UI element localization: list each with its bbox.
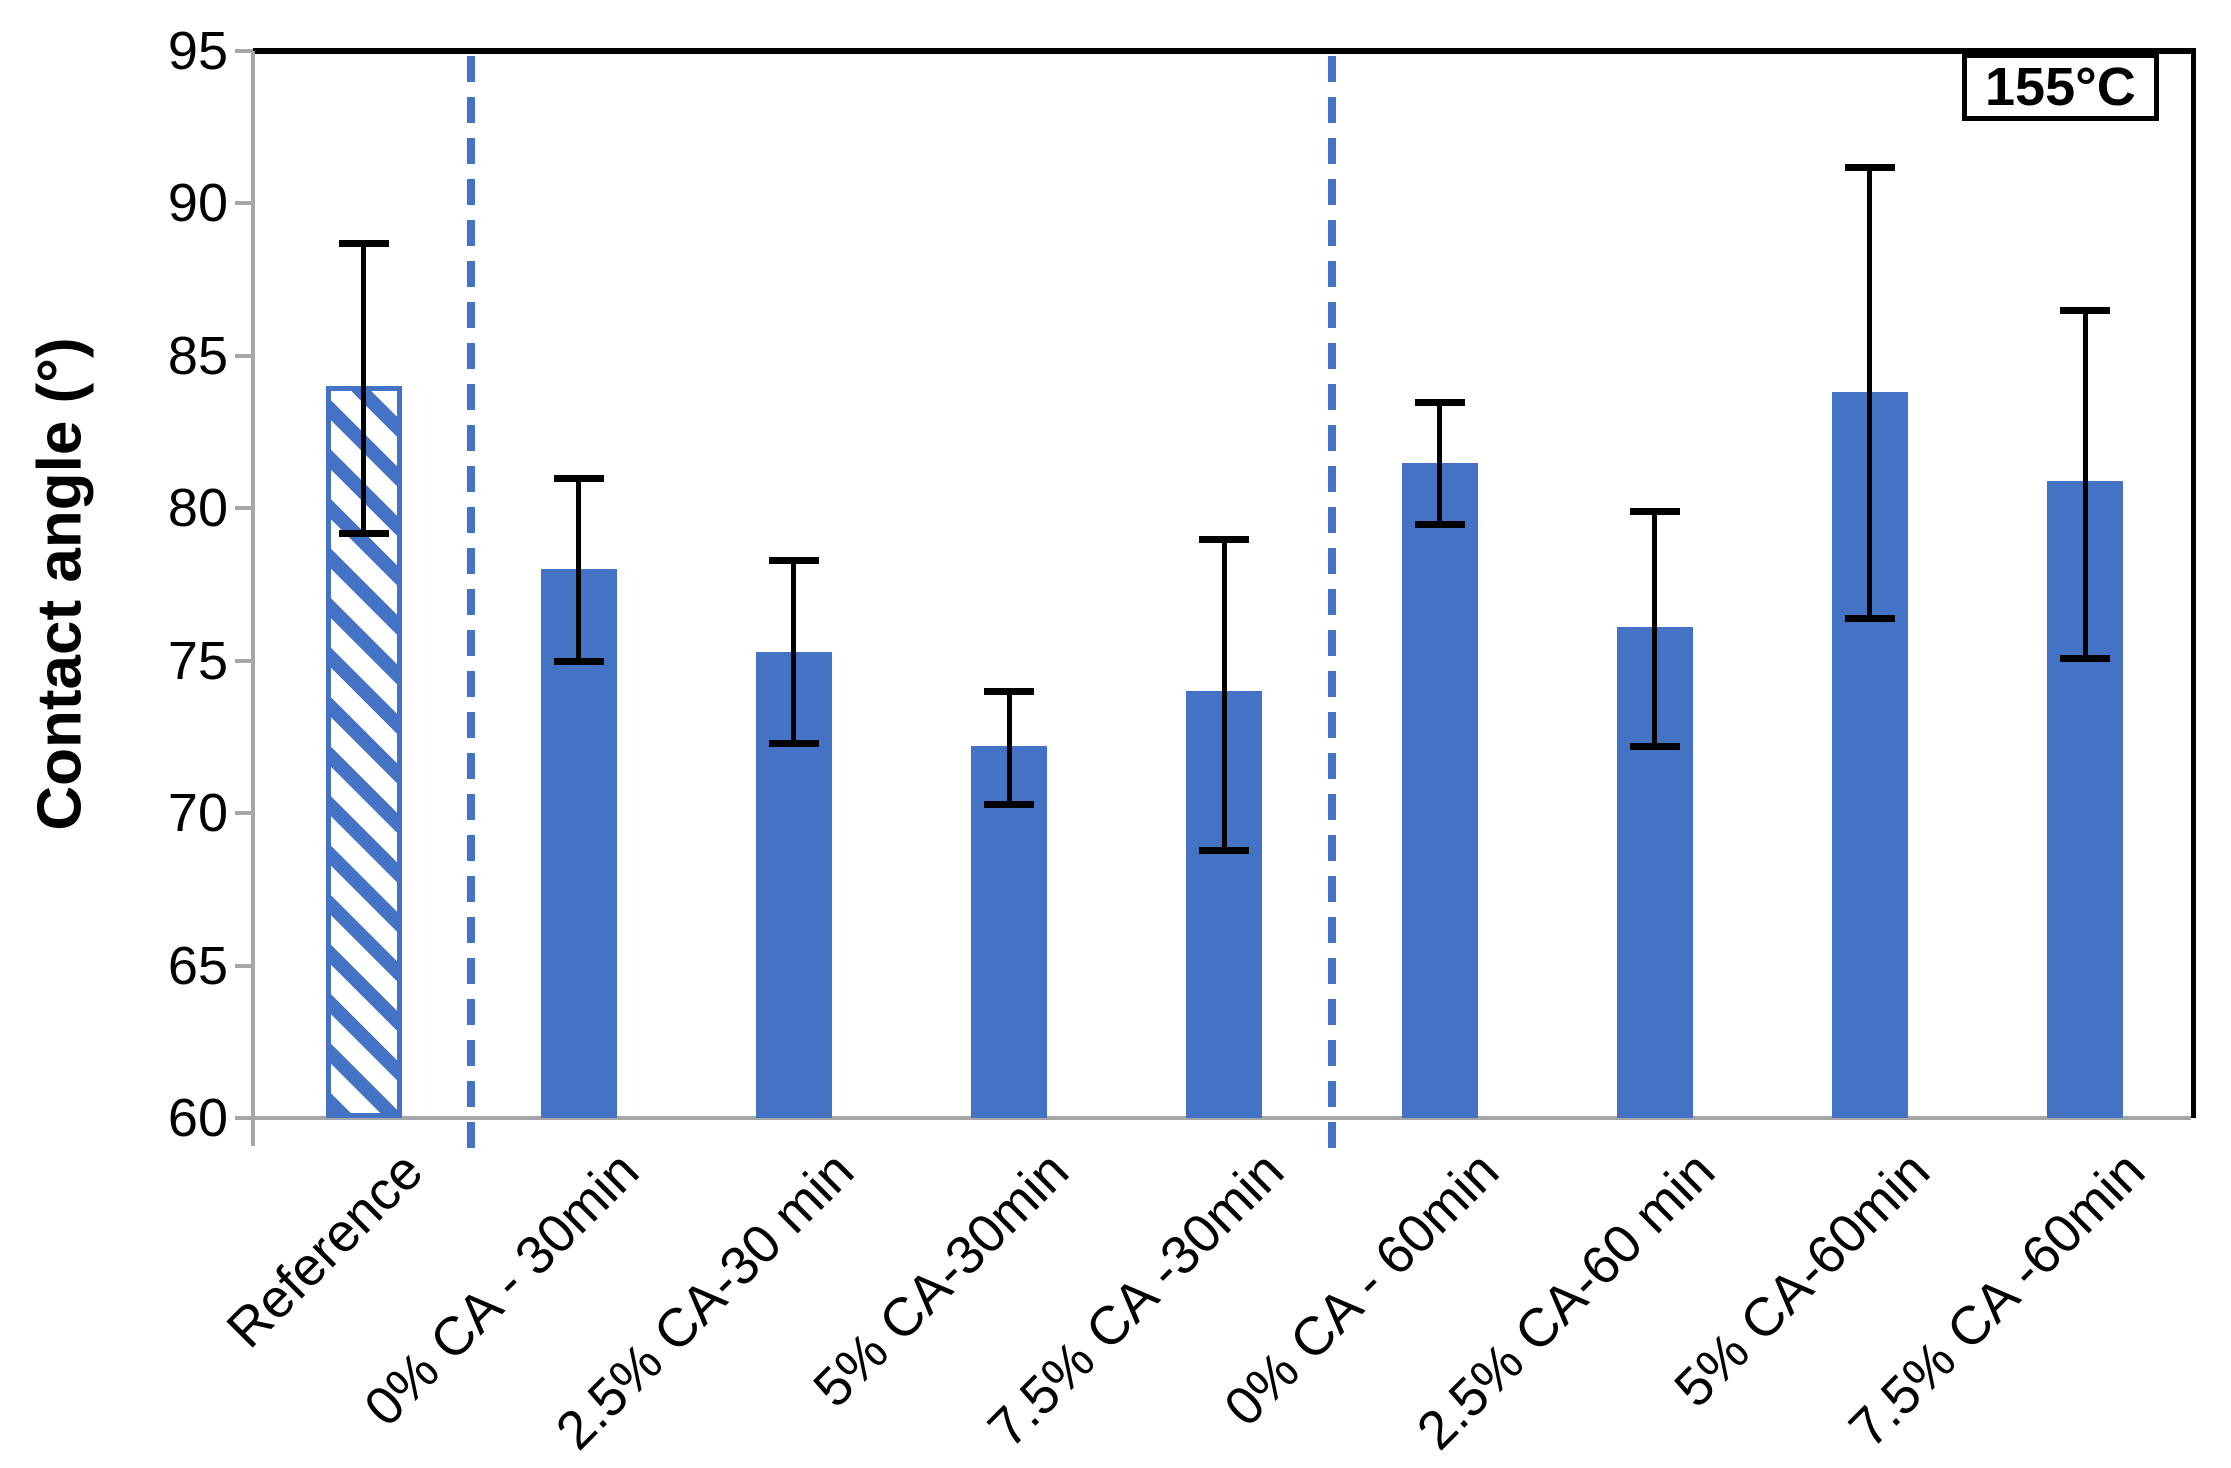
error-bar-top-cap xyxy=(553,474,604,482)
error-bar-line xyxy=(1867,166,1873,619)
y-axis-tick-mark xyxy=(235,201,253,206)
error-bar-top-cap xyxy=(338,240,389,248)
plot-top-border xyxy=(253,48,2196,54)
y-axis-tick-mark xyxy=(235,811,253,816)
error-bar-top-cap xyxy=(1844,163,1895,171)
plot-right-border xyxy=(2191,48,2196,1118)
y-axis-tick-mark xyxy=(235,963,253,968)
y-axis-tick-mark xyxy=(235,49,253,53)
error-bar-bottom-cap xyxy=(553,657,604,665)
y-axis-line xyxy=(251,51,255,1146)
error-bar-top-cap xyxy=(768,557,819,565)
error-bar-line xyxy=(1006,691,1012,804)
error-bar-bottom-cap xyxy=(2060,654,2111,662)
y-axis-tick-mark xyxy=(235,1116,253,1120)
error-bar-bottom-cap xyxy=(768,740,819,748)
x-axis-line xyxy=(253,1116,2191,1120)
y-axis-tick-mark xyxy=(235,353,253,358)
y-axis-tick-label: 90 xyxy=(167,173,228,234)
y-axis-tick-label: 95 xyxy=(167,21,228,81)
error-bar-line xyxy=(1437,401,1442,524)
error-bar-top-cap xyxy=(1629,508,1680,516)
error-bar-bottom-cap xyxy=(1844,615,1895,623)
group-separator-dashed-line xyxy=(467,56,476,1148)
y-axis-tick-label: 60 xyxy=(167,1088,228,1148)
x-axis-origin-tick xyxy=(251,1118,255,1146)
bar-0-ca-60min xyxy=(1401,462,1478,1118)
error-bar-top-cap xyxy=(984,688,1035,696)
temperature-annotation-box: 155°C xyxy=(1962,53,2159,121)
error-bar-bottom-cap xyxy=(1199,846,1250,854)
error-bar-top-cap xyxy=(2060,307,2111,315)
error-bar-line xyxy=(1221,538,1227,850)
error-bar-line xyxy=(791,560,797,744)
y-axis-tick-mark xyxy=(235,658,253,663)
error-bar-bottom-cap xyxy=(984,800,1035,808)
y-axis-title: Contact angle (°) xyxy=(25,337,95,831)
y-axis-tick-label: 70 xyxy=(167,783,228,844)
error-bar-line xyxy=(1652,511,1658,747)
y-axis-tick-label: 80 xyxy=(167,478,228,539)
error-bar-top-cap xyxy=(1199,535,1250,543)
error-bar-bottom-cap xyxy=(1629,743,1680,751)
error-bar-bottom-cap xyxy=(338,529,389,537)
x-axis-label-reference: Reference xyxy=(215,1140,435,1360)
y-axis-tick-label: 75 xyxy=(167,630,228,691)
y-axis-tick-label: 85 xyxy=(167,325,228,386)
error-bar-line xyxy=(2082,310,2088,658)
error-bar-bottom-cap xyxy=(1414,520,1465,528)
group-separator-dashed-line xyxy=(1327,56,1336,1148)
bar-5-ca-30min xyxy=(971,746,1048,1118)
error-bar-top-cap xyxy=(1414,398,1465,406)
error-bar-line xyxy=(361,243,366,533)
error-bar-line xyxy=(576,477,582,661)
y-axis-tick-label: 65 xyxy=(167,935,228,996)
y-axis-tick-mark xyxy=(235,506,253,511)
